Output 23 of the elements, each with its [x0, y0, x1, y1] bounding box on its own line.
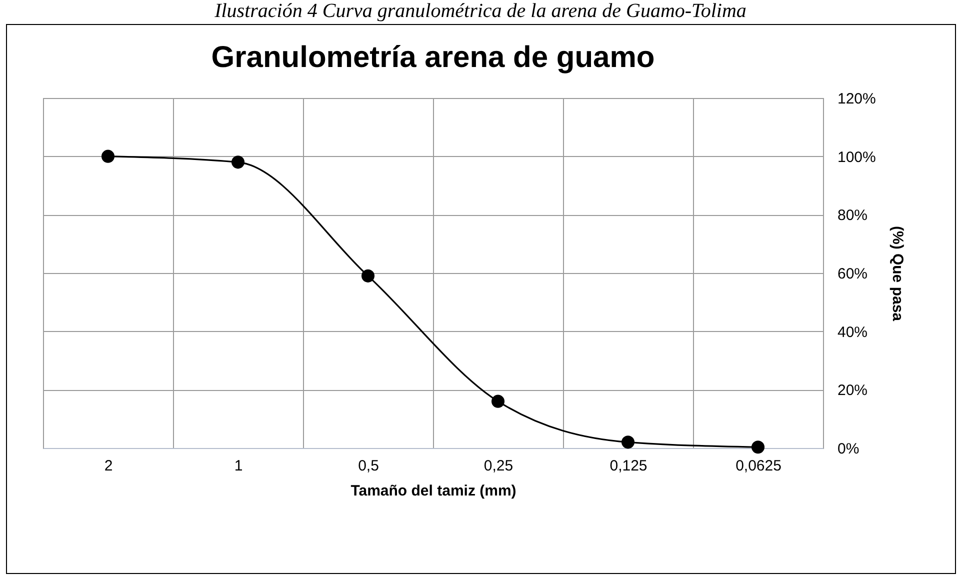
x-tick-label: 0,0625	[736, 458, 782, 474]
x-tick-label: 0,25	[484, 458, 514, 474]
y-tick-label: 120%	[838, 90, 876, 108]
x-tick-label: 1	[234, 458, 243, 474]
chart-title: Granulometría arena de guamo	[211, 41, 655, 74]
point	[751, 440, 765, 454]
y-tick-label: 80%	[838, 207, 868, 224]
y-tick-label: 20%	[838, 382, 868, 400]
x-tick-label: 2	[104, 458, 113, 474]
y-tick-label: 100%	[838, 148, 876, 166]
point	[491, 394, 505, 408]
y-tick-label: 0%	[838, 440, 860, 458]
x-axis-title: Tamaño del tamiz (mm)	[350, 482, 516, 500]
point	[621, 436, 635, 449]
point	[361, 269, 375, 282]
y-tick-label: 60%	[838, 266, 868, 282]
x-tick-label: 0,125	[610, 458, 648, 474]
x-tick-label: 0,5	[358, 458, 379, 474]
point	[101, 150, 115, 163]
text: Ilustración 4 Curva granulométrica de la arena de Guamo-Tolima	[214, 0, 748, 24]
y-tick-label: 40%	[838, 324, 868, 341]
point	[231, 156, 245, 169]
y-axis-title: (%) Que pasa	[888, 226, 906, 322]
